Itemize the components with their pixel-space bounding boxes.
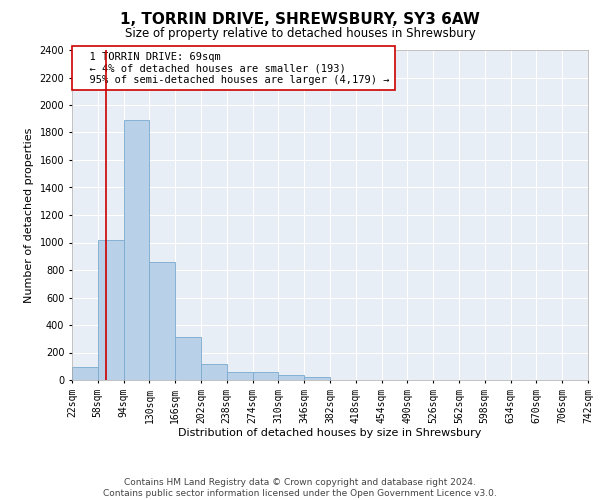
Bar bbox=[227, 372, 253, 380]
Text: 1 TORRIN DRIVE: 69sqm
  ← 4% of detached houses are smaller (193)
  95% of semi-: 1 TORRIN DRIVE: 69sqm ← 4% of detached h… bbox=[77, 52, 389, 85]
Bar bbox=[98, 240, 124, 380]
Bar bbox=[201, 364, 227, 380]
Bar bbox=[72, 367, 98, 380]
Bar bbox=[253, 372, 278, 380]
Bar bbox=[304, 376, 330, 380]
Bar bbox=[175, 336, 201, 380]
Text: 1, TORRIN DRIVE, SHREWSBURY, SY3 6AW: 1, TORRIN DRIVE, SHREWSBURY, SY3 6AW bbox=[120, 12, 480, 28]
Bar bbox=[124, 120, 149, 380]
Bar bbox=[149, 262, 175, 380]
Bar bbox=[278, 375, 304, 380]
Y-axis label: Number of detached properties: Number of detached properties bbox=[24, 128, 34, 302]
Text: Contains HM Land Registry data © Crown copyright and database right 2024.
Contai: Contains HM Land Registry data © Crown c… bbox=[103, 478, 497, 498]
X-axis label: Distribution of detached houses by size in Shrewsbury: Distribution of detached houses by size … bbox=[178, 428, 482, 438]
Text: Size of property relative to detached houses in Shrewsbury: Size of property relative to detached ho… bbox=[125, 28, 475, 40]
